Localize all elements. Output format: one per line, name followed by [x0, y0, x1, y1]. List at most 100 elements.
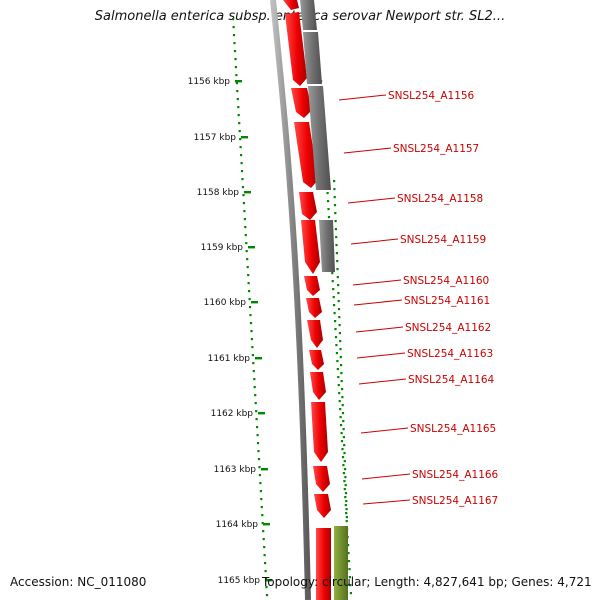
ruler-dot [344, 468, 347, 471]
gene-block[interactable] [334, 526, 348, 600]
gene-label[interactable]: SNSL254_A1157 [393, 143, 479, 155]
gene-block[interactable] [319, 220, 335, 272]
ruler-dot [344, 484, 347, 487]
gene-arrow[interactable] [316, 528, 331, 600]
gene-block[interactable] [300, 0, 317, 30]
gene-arrow[interactable] [307, 320, 323, 348]
ruler-dot [334, 228, 337, 231]
ruler-dot [335, 252, 338, 255]
ruler-dot [347, 560, 351, 563]
kbp-tick [251, 301, 258, 304]
ruler-dot [235, 82, 238, 85]
gene-label[interactable]: SNSL254_A1164 [408, 374, 495, 386]
ruler-dot [339, 348, 342, 351]
gene-arrow[interactable] [313, 466, 330, 492]
ruler-dot [240, 154, 243, 157]
ruler-dot [259, 490, 262, 493]
gene-label[interactable]: SNSL254_A1166 [412, 469, 499, 481]
ruler-dot [249, 314, 252, 317]
gene-block[interactable] [303, 32, 322, 84]
ruler-dot [345, 516, 348, 519]
ruler-dot [331, 272, 334, 275]
gene-arrow[interactable] [309, 350, 324, 370]
ruler-dot [241, 186, 245, 189]
gene-leader-line [356, 352, 406, 359]
gene-label[interactable]: SNSL254_A1160 [403, 275, 489, 287]
ruler-dot [256, 426, 259, 429]
gene-leader-line [338, 94, 387, 101]
ruler-dot [260, 498, 263, 501]
kbp-label: 1157 kbp [194, 133, 237, 143]
gene-leader-line [352, 279, 402, 286]
ruler-dot [251, 354, 254, 357]
ruler-dot [257, 450, 260, 453]
ruler-dot [336, 368, 339, 371]
gene-block[interactable] [308, 86, 331, 190]
gene-arrow[interactable] [304, 276, 320, 296]
kbp-tick [235, 80, 242, 83]
gene-arrow[interactable] [299, 192, 317, 220]
ruler-dot [241, 178, 244, 181]
ruler-dot [343, 460, 346, 463]
gene-label[interactable]: SNSL254_A1156 [388, 90, 475, 102]
genome-backbone [270, 0, 311, 600]
ruler-dot [251, 346, 254, 349]
ruler-dot [239, 146, 242, 149]
gene-arrow[interactable] [310, 372, 326, 400]
gene-leader-line [358, 378, 407, 385]
ruler-dot [333, 312, 336, 315]
ruler-dot [341, 412, 345, 415]
kbp-tick [258, 412, 265, 415]
map-title: Salmonella enterica subsp. enterica sero… [94, 9, 506, 24]
ruler-dot [335, 352, 338, 355]
ruler-dot [260, 506, 263, 509]
ruler-dot [333, 196, 336, 199]
gene-label[interactable]: SNSL254_A1159 [400, 234, 486, 246]
ruler-dot [332, 296, 335, 299]
ruler-dot [338, 324, 341, 327]
gene-arrow[interactable] [306, 298, 322, 318]
kbp-tick [241, 136, 248, 139]
ruler-dot [248, 298, 251, 301]
gene-arrow[interactable] [301, 220, 320, 274]
gene-label[interactable]: SNSL254_A1165 [410, 423, 496, 435]
gene-arrow[interactable] [291, 88, 312, 118]
gene-label[interactable]: SNSL254_A1161 [404, 295, 490, 307]
gene-label[interactable]: SNSL254_A1163 [407, 348, 493, 360]
ruler-dot [339, 340, 342, 343]
ruler-dot [340, 380, 343, 383]
gene-label[interactable]: SNSL254_A1162 [405, 322, 491, 334]
ruler-dot [236, 90, 239, 93]
ruler-dot [341, 456, 345, 459]
ruler-dot [235, 74, 238, 77]
ruler-dot [262, 530, 265, 533]
ruler-dot [326, 192, 329, 195]
ruler-dot [247, 282, 250, 285]
ruler-dot [334, 336, 338, 339]
ruler-dot [262, 538, 265, 541]
ruler-dot [265, 594, 269, 597]
ruler-dot [233, 42, 236, 45]
gene-arrow[interactable] [294, 122, 318, 188]
gene-arrow[interactable] [311, 402, 328, 462]
gene-arrow[interactable] [283, 0, 299, 10]
ruler-dot [256, 434, 259, 437]
ruler-dot [249, 322, 253, 325]
kbp-label: 1159 kbp [201, 243, 244, 253]
ruler-dot [338, 332, 341, 335]
gene-label[interactable]: SNSL254_A1158 [397, 193, 483, 205]
kbp-tick [244, 191, 251, 194]
ruler-dot [265, 586, 268, 589]
ruler-dot [234, 66, 237, 69]
ruler-dot [327, 208, 330, 211]
ruler-dot [335, 344, 338, 347]
gene-label[interactable]: SNSL254_A1167 [412, 495, 498, 507]
gene-arrow[interactable] [314, 494, 331, 518]
ruler-dot [327, 216, 331, 219]
gene-arrow[interactable] [285, 12, 307, 86]
ruler-dot [348, 576, 351, 579]
ruler-dot [264, 570, 267, 573]
gene-leader-line [361, 473, 411, 480]
ruler-dot [337, 284, 340, 287]
